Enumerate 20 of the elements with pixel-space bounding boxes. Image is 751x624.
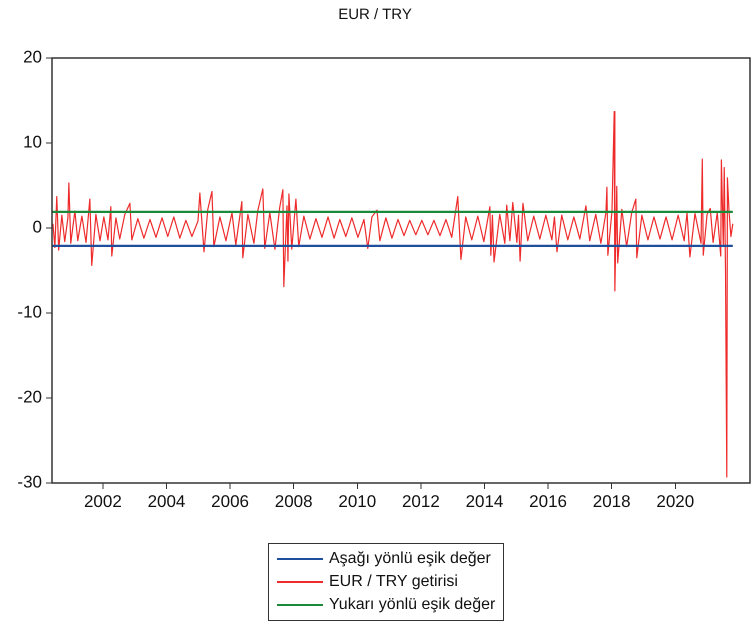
x-tick-label: 2012	[402, 492, 440, 511]
x-tick-label: 2014	[466, 492, 504, 511]
y-tick-label: -30	[17, 472, 42, 492]
x-tick-label: 2002	[84, 492, 122, 511]
y-tick-label: -20	[17, 388, 42, 407]
y-tick-label: 0	[32, 218, 42, 237]
x-tick-label: 2018	[592, 492, 631, 511]
legend-label: Aşağı yönlü eşik değer	[329, 550, 491, 568]
y-tick-label: 10	[23, 132, 42, 152]
chart-title: EUR / TRY	[338, 6, 412, 24]
legend-label: EUR / TRY getirisi	[329, 572, 458, 590]
x-tick-label: 2004	[148, 492, 186, 511]
x-tick-label: 2016	[529, 492, 567, 511]
legend-label: Yukarı yönlü eşik değer	[329, 596, 496, 614]
x-tick-label: 2006	[211, 492, 249, 511]
x-tick-label: 2008	[274, 492, 313, 511]
x-tick-label: 2020	[656, 492, 694, 511]
y-tick-label: -10	[17, 302, 42, 322]
x-tick-label: 2010	[338, 492, 376, 511]
y-tick-label: 20	[23, 48, 42, 67]
